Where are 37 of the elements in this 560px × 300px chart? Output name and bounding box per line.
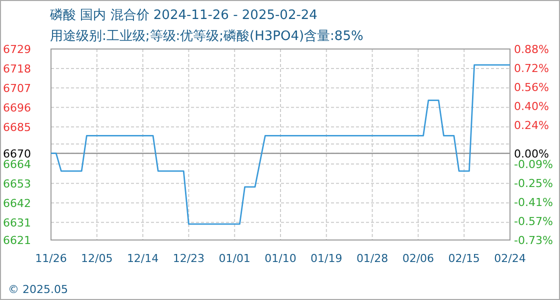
x-tick-label: 12/23	[172, 252, 205, 265]
y2-tick-label: -0.25%	[514, 177, 553, 190]
y2-tick-label: 0.24%	[514, 118, 549, 132]
y-tick-label: 6621	[3, 234, 31, 247]
x-tick-label: 01/10	[264, 252, 296, 265]
y2-tick-label: 0.88%	[514, 43, 549, 56]
y-tick-label: 6653	[3, 177, 31, 190]
x-tick-label: 02/24	[494, 252, 526, 265]
chart-title: 磷酸 国内 混合价 2024-11-26 - 2025-02-24	[49, 8, 318, 23]
y2-tick-label: -0.41%	[514, 196, 553, 210]
x-tick-label: 01/19	[310, 252, 342, 265]
x-tick-label: 12/05	[81, 252, 113, 265]
x-tick-label: 02/15	[448, 252, 480, 265]
y2-tick-label: 0.56%	[514, 80, 549, 94]
x-tick-label: 01/28	[356, 252, 388, 265]
y-tick-label: 6670	[3, 147, 31, 160]
y2-tick-label: 0.00%	[514, 147, 549, 160]
y2-tick-label: -0.57%	[514, 215, 553, 228]
x-tick-label: 12/14	[126, 252, 159, 265]
y-tick-label: 6664	[3, 158, 31, 171]
y2-tick-label: -0.73%	[514, 234, 553, 247]
y2-tick-label: -0.09%	[514, 158, 553, 172]
y-tick-label: 6631	[3, 216, 31, 230]
x-tick-label: 02/06	[402, 252, 434, 265]
chart-subtitle: 用途级别:工业级;等级:优等级;磷酸(H3PO4)含量:85%	[50, 29, 364, 44]
text: © 2025.05	[8, 283, 68, 296]
line-series	[50, 64, 511, 225]
y-tick-label: 6718	[3, 62, 31, 76]
y-tick-label: 6707	[3, 82, 31, 95]
y-tick-label: 6685	[3, 120, 31, 134]
y-tick-label: 6642	[3, 196, 31, 210]
y2-tick-label: 0.72%	[514, 62, 549, 75]
x-tick-label: 11/26	[35, 252, 67, 265]
y2-tick-label: 0.40%	[514, 100, 549, 113]
y-tick-label: 6729	[3, 43, 31, 56]
y-tick-label: 6696	[3, 101, 31, 114]
x-tick-label: 01/01	[218, 252, 250, 265]
